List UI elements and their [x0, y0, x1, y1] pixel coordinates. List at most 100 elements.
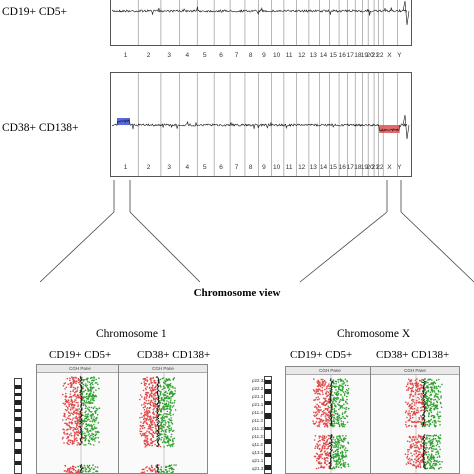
probe-point — [339, 384, 342, 387]
probe-point — [337, 388, 340, 391]
probe-point — [426, 385, 428, 387]
probe-point — [431, 456, 434, 459]
probe-point — [410, 410, 413, 413]
probe-point — [172, 470, 174, 473]
probe-point — [91, 394, 94, 396]
probe-point — [163, 417, 165, 420]
probe-point — [140, 404, 143, 406]
probe-point — [332, 425, 334, 428]
probe-point — [93, 379, 95, 382]
probe-point — [82, 387, 84, 390]
probe-point — [160, 472, 162, 473]
probe-point — [156, 472, 158, 473]
probe-point — [64, 465, 67, 467]
probe-mean-point — [156, 433, 159, 435]
probe-point — [162, 393, 164, 395]
probe-point — [414, 392, 417, 394]
probe-point — [317, 424, 320, 426]
probe-mean-point — [158, 428, 160, 431]
probe-point — [74, 417, 76, 419]
probe-point — [83, 444, 85, 446]
probe-point — [409, 462, 412, 465]
probe-point — [419, 384, 422, 386]
probe-mean-point — [157, 399, 159, 401]
probe-point — [421, 438, 423, 441]
probe-point — [437, 385, 440, 387]
probe-point — [169, 406, 171, 409]
probe-point — [343, 449, 346, 451]
probe-mean-point — [330, 439, 333, 441]
probe-point — [339, 446, 342, 449]
probe-point — [342, 386, 344, 388]
probe-point — [152, 426, 154, 429]
probe-point — [65, 429, 68, 431]
probe-point — [426, 395, 428, 398]
probe-mean-point — [330, 414, 333, 416]
probe-point — [324, 422, 327, 425]
probe-point — [165, 465, 167, 468]
probe-mean-point — [423, 461, 425, 464]
probe-point — [424, 452, 427, 454]
probe-point — [420, 386, 422, 388]
probe-point — [90, 389, 92, 391]
probe-point — [73, 433, 76, 435]
probe-mean-point — [157, 389, 160, 391]
probe-point — [327, 398, 330, 401]
probe-point — [436, 405, 438, 407]
probe-point — [407, 402, 409, 404]
probe-mean-point — [331, 440, 333, 442]
probe-point — [317, 455, 320, 457]
probe-point — [139, 394, 142, 396]
probe-point — [77, 430, 80, 432]
probe-point — [412, 390, 415, 393]
probe-point — [161, 436, 163, 439]
probe-point — [342, 415, 344, 418]
probe-point — [318, 389, 320, 391]
probe-point — [429, 386, 432, 389]
probe-point — [321, 457, 324, 460]
probe-point — [413, 407, 416, 410]
probe-point — [414, 446, 416, 449]
probe-point — [412, 395, 414, 397]
probe-point — [84, 402, 86, 404]
probe-point — [427, 381, 429, 384]
probe-point — [64, 408, 67, 411]
probe-mean-point — [81, 382, 83, 384]
probe-point — [344, 447, 347, 449]
probe-point — [72, 382, 74, 385]
probe-mean-point — [330, 457, 332, 459]
probe-point — [321, 420, 324, 422]
probe-point — [91, 387, 94, 390]
probe-point — [152, 409, 155, 411]
probe-point — [93, 426, 96, 428]
probe-mean-point — [157, 472, 159, 473]
probe-point — [143, 381, 145, 383]
probe-point — [91, 437, 93, 439]
probe-mean-point — [424, 467, 426, 470]
probe-point — [339, 400, 341, 402]
probe-point — [417, 382, 419, 385]
probe-mean-point — [157, 441, 159, 444]
probe-point — [91, 427, 94, 430]
chromosome-tick-label: 7 — [234, 164, 239, 171]
probe-point — [439, 442, 441, 444]
probe-point — [342, 391, 345, 393]
probe-point — [426, 404, 429, 407]
chrY-trace-spike — [402, 114, 410, 140]
probe-point — [411, 459, 413, 461]
probe-point — [326, 414, 329, 417]
probe-point — [441, 383, 443, 386]
probe-mean-point — [156, 409, 158, 411]
probe-mean-point — [81, 442, 83, 444]
probe-point — [66, 472, 68, 473]
probe-point — [62, 385, 65, 387]
probe-point — [86, 377, 88, 380]
probe-point — [69, 441, 72, 444]
probe-point — [93, 399, 95, 402]
probe-point — [75, 382, 77, 384]
probe-point — [341, 412, 344, 414]
probe-point — [146, 386, 148, 388]
probe-mean-point — [156, 419, 158, 421]
probe-point — [437, 453, 440, 455]
probe-point — [173, 464, 175, 466]
